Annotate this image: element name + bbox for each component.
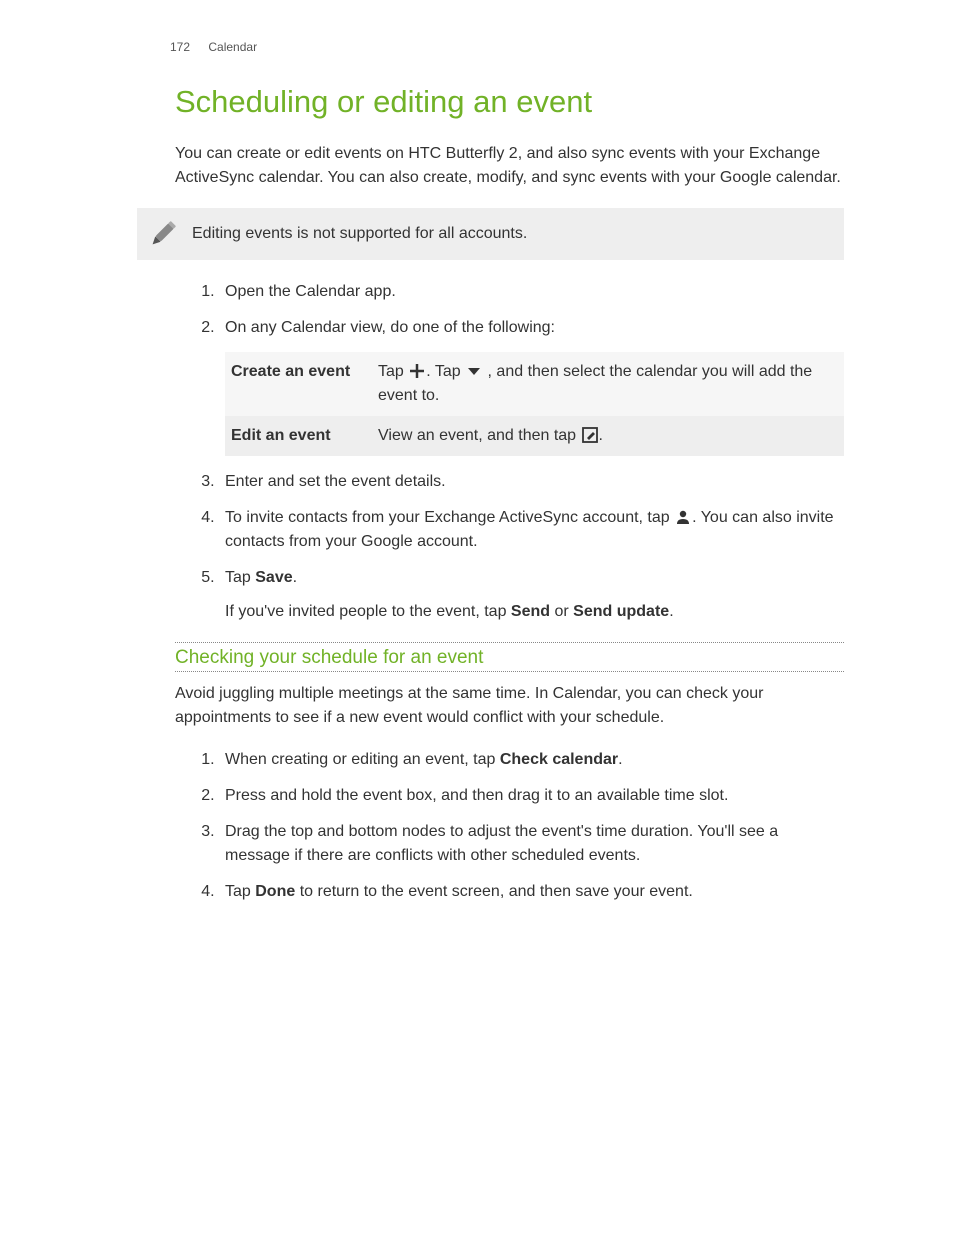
text-frag: Tap [225,883,255,900]
table-row: Edit an event View an event, and then ta… [225,416,844,456]
main-steps-list: Open the Calendar app. On any Calendar v… [195,280,844,624]
section-name: Calendar [208,40,257,54]
text-frag: To invite contacts from your Exchange Ac… [225,509,674,526]
page-number: 172 [170,40,190,54]
dropdown-icon [465,362,483,380]
text-frag: or [550,603,573,620]
step-5: Tap Save. If you've invited people to th… [219,566,844,624]
bold-text: Check calendar [500,751,618,768]
step-4: To invite contacts from your Exchange Ac… [219,506,844,554]
step-1: Open the Calendar app. [219,280,844,304]
text-frag: . Tap [426,363,465,380]
row-content: Tap . Tap , and then select the calendar… [372,352,844,416]
text-frag: . [293,569,297,586]
text-frag: View an event, and then tap [378,427,581,444]
sub-step-4: Tap Done to return to the event screen, … [219,880,844,904]
row-label: Create an event [225,352,372,416]
row-label: Edit an event [225,416,372,456]
text-frag: . [618,751,622,768]
text-frag: Tap [378,363,408,380]
sub-step-3: Drag the top and bottom nodes to adjust … [219,820,844,868]
running-header: 172 Calendar [170,40,844,54]
bold-text: Done [255,883,295,900]
bold-text: Send [511,603,550,620]
person-icon [674,508,692,526]
row-content: View an event, and then tap . [372,416,844,456]
note-text: Editing events is not supported for all … [192,225,527,242]
text-frag: . [669,603,673,620]
step-5-note: If you've invited people to the event, t… [225,600,844,624]
text-frag: to return to the event screen, and then … [295,883,693,900]
pencil-icon [143,216,181,254]
document-page: 172 Calendar Scheduling or editing an ev… [0,0,954,956]
page-title: Scheduling or editing an event [175,84,844,120]
step-2: On any Calendar view, do one of the foll… [219,316,844,456]
subsection-intro: Avoid juggling multiple meetings at the … [175,682,844,730]
sub-step-2: Press and hold the event box, and then d… [219,784,844,808]
bold-text: Save [255,569,292,586]
text-frag: . [599,427,603,444]
intro-paragraph: You can create or edit events on HTC But… [175,142,844,190]
text-frag: If you've invited people to the event, t… [225,603,511,620]
sub-step-1: When creating or editing an event, tap C… [219,748,844,772]
plus-icon [408,362,426,380]
subsection-heading: Checking your schedule for an event [175,642,844,672]
step-3: Enter and set the event details. [219,470,844,494]
text-frag: When creating or editing an event, tap [225,751,500,768]
note-callout: Editing events is not supported for all … [137,208,844,260]
text-frag: Tap [225,569,255,586]
table-row: Create an event Tap . Tap , and then sel… [225,352,844,416]
step-2-text: On any Calendar view, do one of the foll… [225,319,555,336]
action-table: Create an event Tap . Tap , and then sel… [225,352,844,456]
bold-text: Send update [573,603,669,620]
sub-steps-list: When creating or editing an event, tap C… [195,748,844,904]
edit-icon [581,426,599,444]
